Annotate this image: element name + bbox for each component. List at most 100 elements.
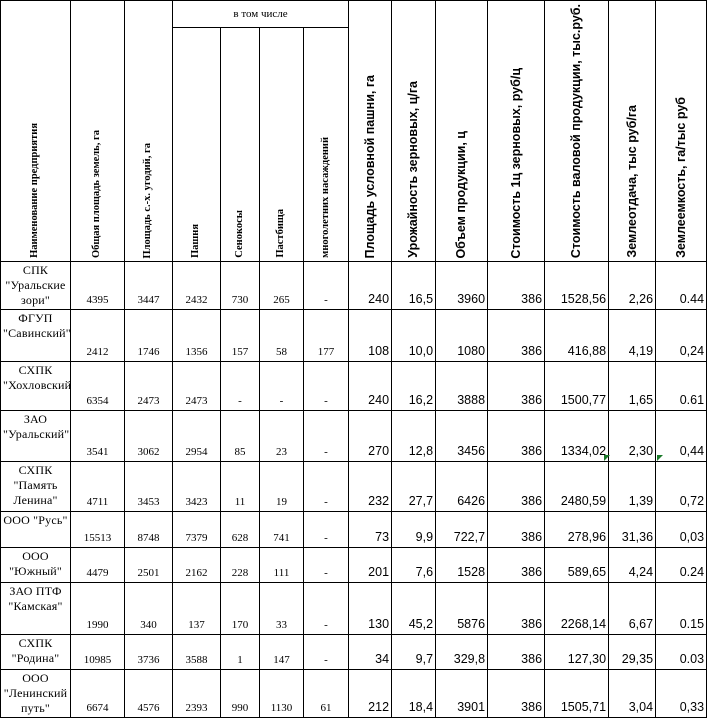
cell-cond-arable[interactable]: 108: [348, 309, 393, 363]
cell-gross-value[interactable]: 1505,71: [544, 669, 610, 718]
cell-cost[interactable]: 386: [487, 309, 546, 363]
cell-name[interactable]: ООО "Ленинский путь": [0, 669, 71, 718]
cell-cond-arable[interactable]: 270: [348, 410, 393, 463]
cell-pastures[interactable]: 19: [259, 461, 304, 513]
cell-land-return[interactable]: 4,24: [608, 547, 657, 584]
cell-pastures[interactable]: 33: [259, 582, 304, 636]
cell-name[interactable]: ООО "Южный": [0, 547, 71, 584]
cell-perennial[interactable]: -: [302, 461, 350, 513]
cell-cost[interactable]: 386: [487, 634, 546, 671]
cell-land-return[interactable]: 3,04: [608, 669, 657, 718]
cell-volume[interactable]: 6426: [435, 461, 489, 513]
cell-gross-value[interactable]: 1528,56: [544, 261, 610, 311]
cell-yield[interactable]: 16,2: [391, 361, 437, 412]
cell-name[interactable]: СХПК "Родина": [0, 634, 71, 671]
cell-hayfields[interactable]: 990: [220, 669, 260, 718]
cell-hayfields[interactable]: 157: [220, 309, 260, 363]
cell-land-intensity[interactable]: 0.15: [655, 582, 707, 636]
cell-yield[interactable]: 10,0: [391, 309, 437, 363]
cell-cost[interactable]: 386: [487, 547, 546, 584]
cell-pastures[interactable]: 23: [259, 410, 304, 463]
cell-yield[interactable]: 18,4: [391, 669, 437, 718]
cell-yield[interactable]: 9,7: [391, 634, 437, 671]
cell-volume[interactable]: 3888: [435, 361, 489, 412]
cell-gross-value[interactable]: 1334,02: [544, 410, 610, 463]
cell-yield[interactable]: 9,9: [391, 511, 437, 549]
cell-yield[interactable]: 16,5: [391, 261, 437, 311]
cell-arable[interactable]: 2393: [172, 669, 221, 718]
cell-volume[interactable]: 3456: [435, 410, 489, 463]
cell-arable[interactable]: 2162: [172, 547, 221, 584]
cell-cond-arable[interactable]: 212: [348, 669, 393, 718]
cell-hayfields[interactable]: 228: [220, 547, 260, 584]
cell-hayfields[interactable]: 628: [220, 511, 260, 549]
cell-yield[interactable]: 45,2: [391, 582, 437, 636]
cell-total-area[interactable]: 6354: [70, 361, 125, 412]
cell-pastures[interactable]: 58: [259, 309, 304, 363]
cell-total-area[interactable]: 10985: [70, 634, 125, 671]
cell-cond-arable[interactable]: 130: [348, 582, 393, 636]
cell-name[interactable]: ФГУП "Савинский": [0, 309, 71, 363]
cell-cost[interactable]: 386: [487, 261, 546, 311]
cell-land-intensity[interactable]: 0.61: [655, 361, 707, 412]
cell-cost[interactable]: 386: [487, 582, 546, 636]
cell-volume[interactable]: 1080: [435, 309, 489, 363]
cell-total-area[interactable]: 3541: [70, 410, 125, 463]
cell-land-return[interactable]: 6,67: [608, 582, 657, 636]
cell-cond-arable[interactable]: 34: [348, 634, 393, 671]
cell-arable[interactable]: 7379: [172, 511, 221, 549]
cell-hayfields[interactable]: 730: [220, 261, 260, 311]
cell-perennial[interactable]: 177: [302, 309, 350, 363]
cell-cost[interactable]: 386: [487, 669, 546, 718]
cell-volume[interactable]: 5876: [435, 582, 489, 636]
cell-gross-value[interactable]: 278,96: [544, 511, 610, 549]
cell-land-intensity[interactable]: 0.03: [655, 634, 707, 671]
cell-pastures[interactable]: 111: [259, 547, 304, 584]
cell-arable[interactable]: 3423: [172, 461, 221, 513]
cell-agri-area[interactable]: 2473: [124, 361, 173, 412]
cell-volume[interactable]: 3901: [435, 669, 489, 718]
cell-perennial[interactable]: -: [302, 511, 350, 549]
cell-land-intensity[interactable]: 0,24: [655, 309, 707, 363]
cell-name[interactable]: ООО "Русь": [0, 511, 71, 549]
cell-total-area[interactable]: 15513: [70, 511, 125, 549]
cell-total-area[interactable]: 4479: [70, 547, 125, 584]
cell-agri-area[interactable]: 3447: [124, 261, 173, 311]
cell-volume[interactable]: 3960: [435, 261, 489, 311]
cell-cond-arable[interactable]: 232: [348, 461, 393, 513]
cell-gross-value[interactable]: 2480,59: [544, 461, 610, 513]
cell-cond-arable[interactable]: 73: [348, 511, 393, 549]
cell-agri-area[interactable]: 3736: [124, 634, 173, 671]
cell-perennial[interactable]: -: [302, 361, 350, 412]
cell-arable[interactable]: 2954: [172, 410, 221, 463]
cell-volume[interactable]: 1528: [435, 547, 489, 584]
cell-gross-value[interactable]: 2268,14: [544, 582, 610, 636]
cell-total-area[interactable]: 4711: [70, 461, 125, 513]
cell-agri-area[interactable]: 8748: [124, 511, 173, 549]
cell-agri-area[interactable]: 2501: [124, 547, 173, 584]
cell-total-area[interactable]: 4395: [70, 261, 125, 311]
cell-land-intensity[interactable]: 0,33: [655, 669, 707, 718]
cell-arable[interactable]: 1356: [172, 309, 221, 363]
cell-land-return[interactable]: 2,26: [608, 261, 657, 311]
cell-land-return[interactable]: 1,65: [608, 361, 657, 412]
cell-pastures[interactable]: 741: [259, 511, 304, 549]
cell-name[interactable]: СХПК "Память Ленина": [0, 461, 71, 513]
cell-perennial[interactable]: -: [302, 634, 350, 671]
cell-total-area[interactable]: 1990: [70, 582, 125, 636]
cell-pastures[interactable]: -: [259, 361, 304, 412]
cell-land-return[interactable]: 31,36: [608, 511, 657, 549]
cell-arable[interactable]: 137: [172, 582, 221, 636]
cell-perennial[interactable]: -: [302, 547, 350, 584]
cell-name[interactable]: СПК "Уральские зори": [0, 261, 71, 311]
cell-yield[interactable]: 7,6: [391, 547, 437, 584]
cell-name[interactable]: ЗАО ПТФ "Камская": [0, 582, 71, 636]
cell-hayfields[interactable]: 1: [220, 634, 260, 671]
cell-pastures[interactable]: 147: [259, 634, 304, 671]
cell-cond-arable[interactable]: 201: [348, 547, 393, 584]
cell-arable[interactable]: 2432: [172, 261, 221, 311]
cell-agri-area[interactable]: 3062: [124, 410, 173, 463]
cell-gross-value[interactable]: 589,65: [544, 547, 610, 584]
cell-hayfields[interactable]: 85: [220, 410, 260, 463]
cell-cond-arable[interactable]: 240: [348, 361, 393, 412]
